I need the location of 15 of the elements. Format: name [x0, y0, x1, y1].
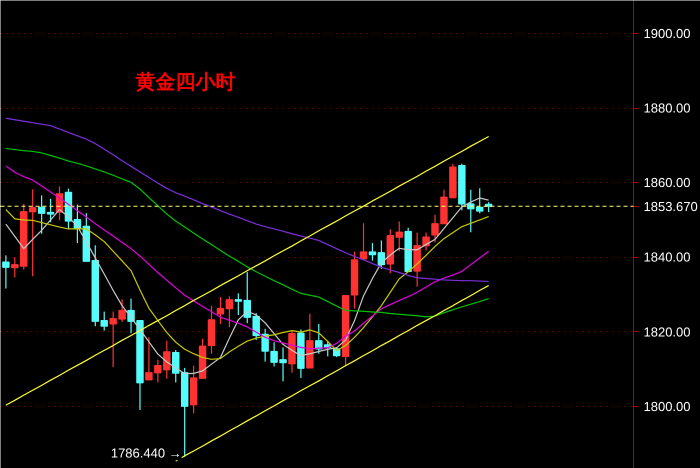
candlestick — [484, 201, 492, 213]
annotation: 1786.440 → — [110, 445, 182, 460]
y-tick-label: 1800.00 — [644, 398, 690, 414]
y-tick-label: 1860.00 — [644, 175, 690, 190]
y-tick-label: 1900.00 — [644, 26, 690, 42]
y-tick-label: 1880.00 — [644, 100, 690, 116]
y-tick-label: 1840.00 — [644, 250, 690, 265]
candlestick — [360, 222, 368, 260]
line-series — [5, 148, 490, 318]
text: 黄金四小时 — [134, 72, 236, 94]
candlestick — [2, 254, 10, 290]
line-series — [5, 136, 490, 406]
ref-line-label: 1853.670 — [644, 198, 698, 214]
line-series — [5, 118, 490, 282]
y-tick-label: 1820.00 — [644, 324, 690, 340]
